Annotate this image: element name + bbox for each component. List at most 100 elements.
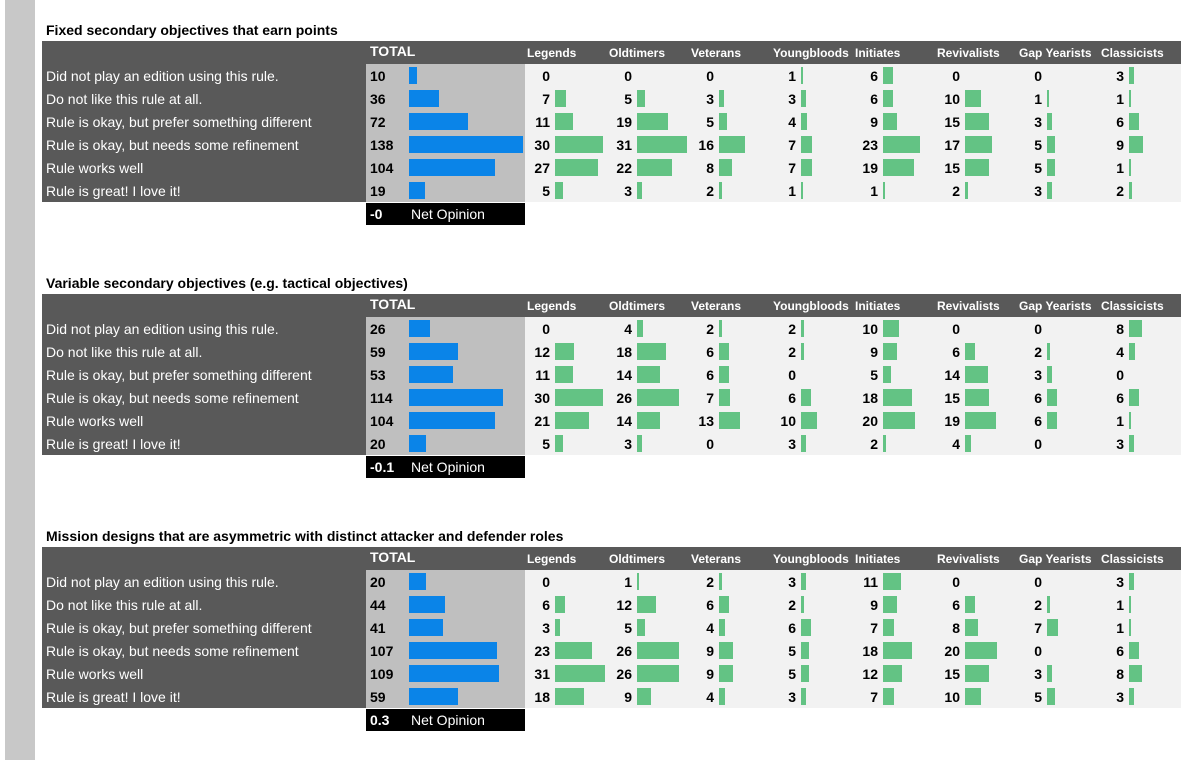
group-value: 5 bbox=[624, 620, 632, 636]
group-value: 30 bbox=[534, 390, 550, 406]
group-header: Revivalists bbox=[937, 299, 1000, 313]
group-header: Oldtimers bbox=[609, 299, 666, 313]
net-opinion-box bbox=[366, 456, 525, 478]
group-value: 1 bbox=[1034, 91, 1042, 107]
group-value: 5 bbox=[1034, 137, 1042, 153]
group-value: 7 bbox=[706, 390, 714, 406]
groups-panel bbox=[525, 570, 1181, 708]
total-value: 59 bbox=[370, 344, 386, 360]
group-value: 8 bbox=[1116, 321, 1124, 337]
group-bar bbox=[555, 389, 604, 406]
group-value: 8 bbox=[952, 620, 960, 636]
total-value: 107 bbox=[370, 643, 394, 659]
group-bar bbox=[801, 136, 813, 153]
group-bar bbox=[555, 642, 593, 659]
total-bar bbox=[409, 435, 426, 452]
group-bar bbox=[965, 113, 990, 130]
group-value: 1 bbox=[788, 183, 796, 199]
group-value: 12 bbox=[534, 344, 550, 360]
group-value: 1 bbox=[870, 183, 878, 199]
group-bar bbox=[719, 113, 728, 130]
group-bar bbox=[1129, 435, 1134, 452]
group-bar bbox=[1047, 113, 1052, 130]
net-opinion-label: Net Opinion bbox=[411, 206, 485, 222]
group-value: 0 bbox=[788, 367, 796, 383]
group-bar bbox=[801, 320, 805, 337]
group-value: 31 bbox=[616, 137, 632, 153]
group-value: 4 bbox=[788, 114, 796, 130]
group-value: 3 bbox=[788, 689, 796, 705]
group-bar bbox=[555, 412, 589, 429]
group-bar bbox=[883, 642, 912, 659]
group-value: 19 bbox=[944, 413, 960, 429]
section-title: Fixed secondary objectives that earn poi… bbox=[46, 22, 338, 38]
group-bar bbox=[1047, 366, 1052, 383]
group-header: Gap Yearists bbox=[1019, 552, 1092, 566]
row-label: Rule is great! I love it! bbox=[46, 436, 181, 452]
group-value: 20 bbox=[862, 413, 878, 429]
net-opinion-label: Net Opinion bbox=[411, 712, 485, 728]
group-bar bbox=[801, 67, 803, 84]
group-value: 15 bbox=[944, 160, 960, 176]
total-value: 109 bbox=[370, 666, 394, 682]
group-bar bbox=[637, 320, 644, 337]
group-value: 2 bbox=[788, 344, 796, 360]
group-value: 9 bbox=[706, 666, 714, 682]
group-value: 0 bbox=[952, 321, 960, 337]
group-value: 0 bbox=[542, 574, 550, 590]
group-bar bbox=[883, 573, 901, 590]
group-value: 0 bbox=[1034, 436, 1042, 452]
group-bar bbox=[719, 320, 723, 337]
group-value: 23 bbox=[534, 643, 550, 659]
group-bar bbox=[637, 90, 646, 107]
group-value: 11 bbox=[535, 114, 550, 130]
group-bar bbox=[883, 67, 893, 84]
total-bar bbox=[409, 642, 498, 659]
group-bar bbox=[801, 113, 808, 130]
group-bar bbox=[1129, 343, 1136, 360]
group-value: 0 bbox=[1116, 367, 1124, 383]
group-bar bbox=[1047, 90, 1049, 107]
group-bar bbox=[883, 665, 903, 682]
group-bar bbox=[637, 619, 646, 636]
group-value: 0 bbox=[1034, 68, 1042, 84]
group-bar bbox=[1129, 67, 1134, 84]
group-value: 3 bbox=[788, 574, 796, 590]
group-value: 1 bbox=[1116, 413, 1124, 429]
net-opinion-value: -0.1 bbox=[370, 459, 395, 475]
group-bar bbox=[883, 136, 921, 153]
total-bar bbox=[409, 182, 425, 199]
group-value: 17 bbox=[944, 137, 960, 153]
group-value: 6 bbox=[1116, 390, 1124, 406]
group-value: 0 bbox=[624, 68, 632, 84]
group-value: 18 bbox=[534, 689, 550, 705]
group-value: 9 bbox=[706, 643, 714, 659]
group-bar bbox=[801, 389, 811, 406]
group-header: Revivalists bbox=[937, 46, 1000, 60]
group-value: 10 bbox=[780, 413, 796, 429]
group-value: 3 bbox=[542, 620, 550, 636]
group-bar bbox=[965, 389, 990, 406]
row-label: Rule is okay, but needs some refinement bbox=[46, 137, 299, 153]
total-value: 59 bbox=[370, 689, 386, 705]
group-bar bbox=[883, 159, 914, 176]
group-bar bbox=[555, 182, 564, 199]
group-bar bbox=[555, 366, 573, 383]
group-bar bbox=[1129, 159, 1131, 176]
group-value: 5 bbox=[788, 666, 796, 682]
group-value: 8 bbox=[706, 160, 714, 176]
group-value: 3 bbox=[1116, 689, 1124, 705]
group-bar bbox=[1129, 665, 1142, 682]
row-label: Did not play an edition using this rule. bbox=[46, 321, 279, 337]
group-value: 13 bbox=[698, 413, 714, 429]
total-value: 138 bbox=[370, 137, 394, 153]
row-label: Rule is great! I love it! bbox=[46, 689, 181, 705]
group-bar bbox=[883, 343, 898, 360]
group-value: 6 bbox=[1116, 643, 1124, 659]
group-value: 6 bbox=[870, 68, 878, 84]
group-value: 6 bbox=[788, 620, 796, 636]
group-value: 1 bbox=[1116, 597, 1124, 613]
group-value: 1 bbox=[624, 574, 632, 590]
group-value: 20 bbox=[944, 643, 960, 659]
group-bar bbox=[637, 435, 642, 452]
